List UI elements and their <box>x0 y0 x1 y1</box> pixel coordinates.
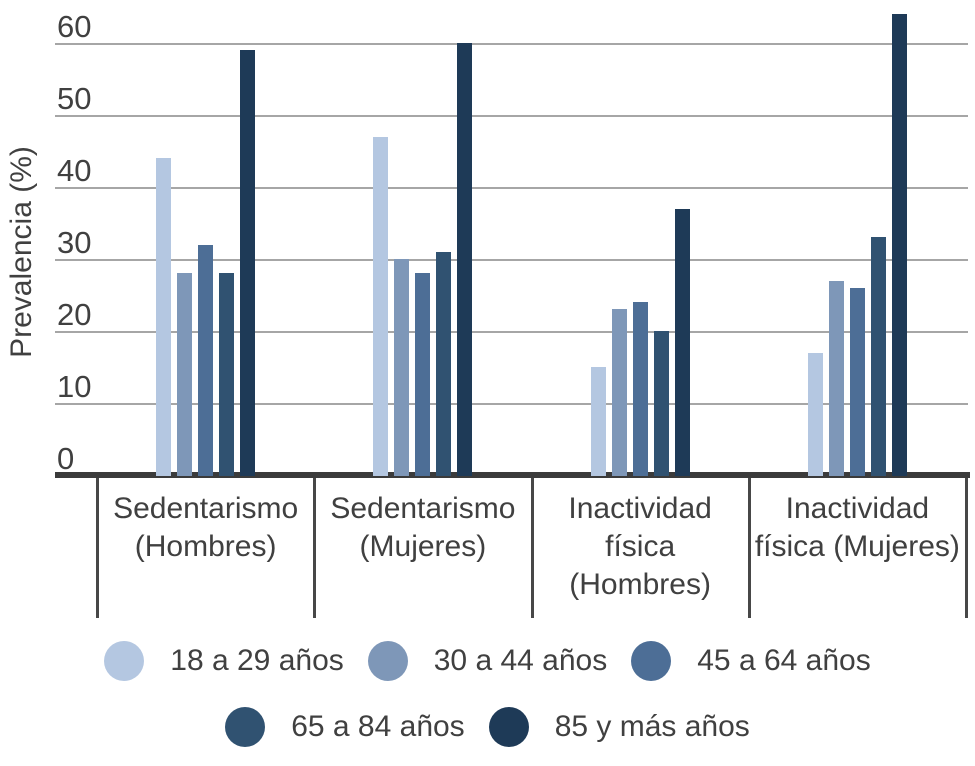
legend-label: 65 a 84 años <box>291 710 465 743</box>
bar <box>870 237 886 476</box>
legend-swatch-icon <box>631 641 672 681</box>
bar <box>177 273 193 476</box>
legend-label: 85 y más años <box>554 710 750 743</box>
gridline-10 <box>55 403 968 405</box>
y-tick-label-20: 20 <box>57 297 92 332</box>
gridline-20 <box>55 331 968 333</box>
bar <box>611 309 627 476</box>
bar <box>891 14 907 476</box>
bar <box>373 137 389 476</box>
bar <box>415 273 431 476</box>
plot-area: 0 10 20 30 40 50 60 <box>55 0 970 478</box>
y-tick-label-10: 10 <box>57 369 92 404</box>
legend-swatch-icon <box>488 707 529 747</box>
legend-item: 65 a 84 años <box>225 707 465 747</box>
y-tick-label-30: 30 <box>57 225 92 260</box>
y-tick-label-60: 60 <box>57 9 92 44</box>
category-label: Sedentarismo (Mujeres) <box>330 492 516 563</box>
legend-item: 85 y más años <box>488 707 750 747</box>
bar <box>632 302 648 476</box>
category-cell: Inactividad física (Hombres) <box>532 490 749 604</box>
bar <box>828 281 844 476</box>
legend-item: 18 a 29 años <box>104 641 344 681</box>
y-tick-label-50: 50 <box>57 81 92 116</box>
legend: 18 a 29 años 30 a 44 años 45 a 64 años 65 a… <box>0 630 975 758</box>
legend-swatch-icon <box>367 641 408 681</box>
category-divider <box>747 478 751 618</box>
bar <box>674 209 690 476</box>
bar-group-3 <box>532 209 749 476</box>
category-divider <box>530 478 534 618</box>
legend-item: 45 a 64 años <box>631 641 871 681</box>
y-axis-title: Prevalencia (%) <box>5 146 38 358</box>
gridline-50 <box>55 115 968 117</box>
bar <box>219 273 235 476</box>
bar <box>457 43 473 476</box>
category-label: Sedentarismo (Hombres) <box>113 492 299 563</box>
legend-row-1: 18 a 29 años 30 a 44 años 45 a 64 años <box>0 630 975 692</box>
bar <box>849 288 865 476</box>
gridline-30 <box>55 259 968 261</box>
bar-group-4 <box>749 14 966 476</box>
legend-label: 18 a 29 años <box>170 644 344 677</box>
category-divider <box>96 478 99 618</box>
bar <box>436 252 452 476</box>
legend-label: 30 a 44 años <box>433 644 608 677</box>
bar <box>807 353 823 476</box>
bar-group-1 <box>97 50 314 476</box>
legend-label: 45 a 64 años <box>697 644 871 677</box>
category-axis: Sedentarismo (Hombres) Sedentarismo (Muje… <box>55 478 970 620</box>
gridline-40 <box>55 187 968 189</box>
category-cell: Sedentarismo (Hombres) <box>97 490 314 566</box>
bar <box>240 50 256 476</box>
bar <box>156 158 172 476</box>
category-label: Inactividad física (Mujeres) <box>754 492 960 563</box>
legend-item: 30 a 44 años <box>367 641 608 681</box>
category-divider <box>965 478 968 618</box>
category-label: Inactividad física (Hombres) <box>568 492 712 601</box>
y-tick-label-0: 0 <box>57 441 75 476</box>
bar <box>198 245 214 476</box>
bar <box>394 259 410 476</box>
y-tick-label-40: 40 <box>57 153 92 188</box>
bar <box>590 367 606 476</box>
bar <box>653 331 669 476</box>
legend-swatch-icon <box>225 707 266 747</box>
category-cell: Inactividad física (Mujeres) <box>749 490 966 566</box>
bar-group-2 <box>314 43 531 476</box>
category-divider <box>313 478 317 618</box>
legend-row-2: 65 a 84 años 85 y más años <box>0 696 975 758</box>
legend-swatch-icon <box>104 641 145 681</box>
x-axis-line <box>55 472 970 478</box>
category-cell: Sedentarismo (Mujeres) <box>314 490 531 566</box>
gridline-60 <box>55 43 968 45</box>
